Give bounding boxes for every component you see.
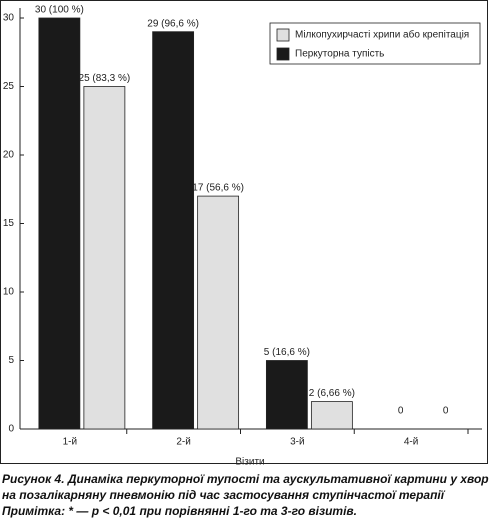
caption-line: на позалікарняну пневмонію під час засто… [2,488,446,502]
bar [152,31,195,430]
x-tick-label: 1-й [63,437,77,448]
y-tick-label: 30 [3,13,15,24]
bar [265,360,308,430]
value-label: 5 (16,6 %) [264,347,310,358]
x-tick-label: 2-й [176,437,190,448]
bar [83,86,126,430]
value-label: 25 (83,3 %) [79,73,131,84]
bar [38,17,81,430]
value-label: 0 [398,406,404,417]
value-label: 0 [443,406,449,417]
bar [197,195,240,430]
value-label: 30 (100 %) [35,5,84,16]
legend-label: Перкуторна тупість [295,49,384,60]
value-label: 17 (56,6 %) [192,183,244,194]
y-tick-label: 15 [3,218,15,229]
x-tick-label: 4-й [404,437,418,448]
legend-swatch [276,47,290,61]
value-label: 2 (6,66 %) [309,388,355,399]
caption-line: Примітка: * — p < 0,01 при порівнянні 1-… [2,504,357,518]
x-tick-label: 3-й [290,437,304,448]
y-tick-label: 20 [3,150,15,161]
legend-label: Мілкопухирчасті хрипи або крепітація [295,29,469,41]
caption-line: Рисунок 4. Динаміка перкуторної тупості … [2,472,489,486]
bar [310,401,353,430]
y-tick-label: 5 [8,355,14,366]
legend-swatch [276,28,290,42]
y-tick-label: 0 [8,424,14,435]
x-axis-label: Візити [235,457,264,468]
value-label: 29 (96,6 %) [147,18,199,29]
chart-frame [0,0,488,464]
y-tick-label: 10 [3,287,15,298]
legend-box [269,22,481,65]
y-tick-label: 25 [3,81,15,92]
